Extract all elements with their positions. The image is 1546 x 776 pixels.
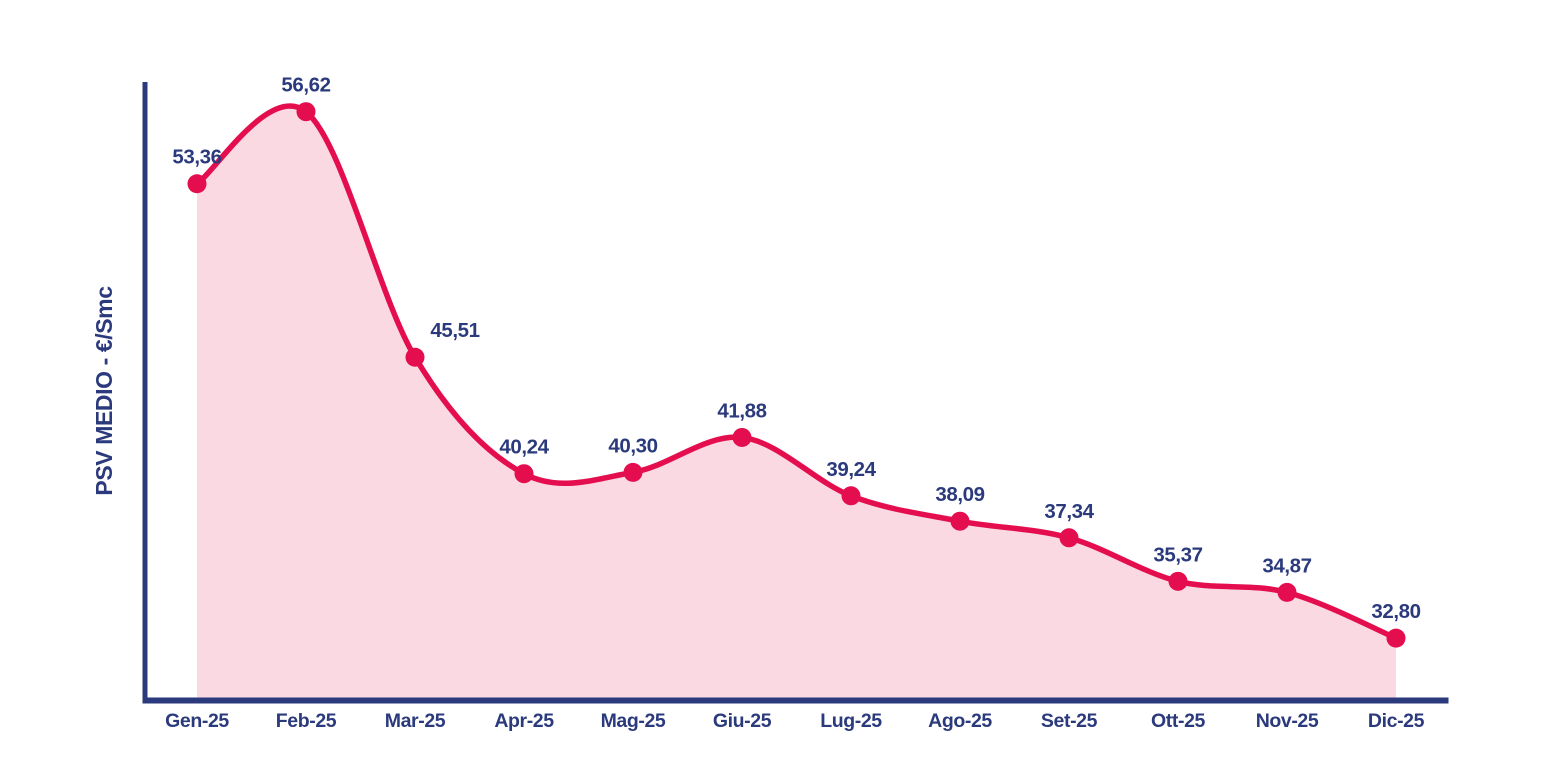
data-point	[514, 464, 534, 484]
x-tick-label: Gen-25	[165, 710, 229, 732]
y-axis-title: PSV MEDIO - €/Smc	[91, 286, 117, 496]
x-tick-label: Ott-25	[1151, 710, 1205, 732]
x-tick-label: Giu-25	[713, 710, 772, 732]
value-label: 40,30	[608, 434, 657, 457]
x-axis-line	[142, 697, 1449, 704]
value-label: 39,24	[826, 458, 876, 481]
x-tick-label: Nov-25	[1256, 710, 1319, 732]
data-point	[841, 486, 861, 506]
value-label: 37,34	[1044, 500, 1094, 523]
data-point	[1059, 528, 1079, 548]
data-point	[187, 174, 207, 194]
value-label: 53,36	[172, 146, 221, 169]
data-point	[1277, 582, 1297, 602]
value-label: 38,09	[935, 483, 984, 506]
data-point	[296, 102, 316, 122]
data-point	[623, 462, 643, 482]
data-point	[1168, 571, 1188, 591]
x-tick-label: Apr-25	[494, 710, 554, 732]
data-point	[1386, 628, 1406, 648]
x-tick-label: Set-25	[1041, 710, 1098, 732]
x-tick-label: Feb-25	[276, 710, 337, 732]
value-label: 45,51	[430, 319, 479, 342]
x-tick-label: Dic-25	[1368, 710, 1425, 732]
area-fill	[197, 105, 1396, 698]
value-label: 35,37	[1153, 543, 1202, 566]
value-label: 41,88	[717, 399, 766, 422]
x-tick-label: Lug-25	[820, 710, 882, 732]
data-point	[405, 347, 425, 367]
x-tick-label: Ago-25	[928, 710, 992, 732]
value-label: 32,80	[1371, 600, 1420, 623]
data-point	[950, 511, 970, 531]
x-tick-label: Mar-25	[385, 710, 446, 732]
data-point	[732, 427, 752, 447]
value-label: 34,87	[1262, 554, 1311, 577]
x-tick-label: Mag-25	[601, 710, 666, 732]
value-label: 56,62	[281, 74, 330, 97]
y-axis-line	[142, 82, 148, 704]
value-label: 40,24	[499, 436, 549, 459]
